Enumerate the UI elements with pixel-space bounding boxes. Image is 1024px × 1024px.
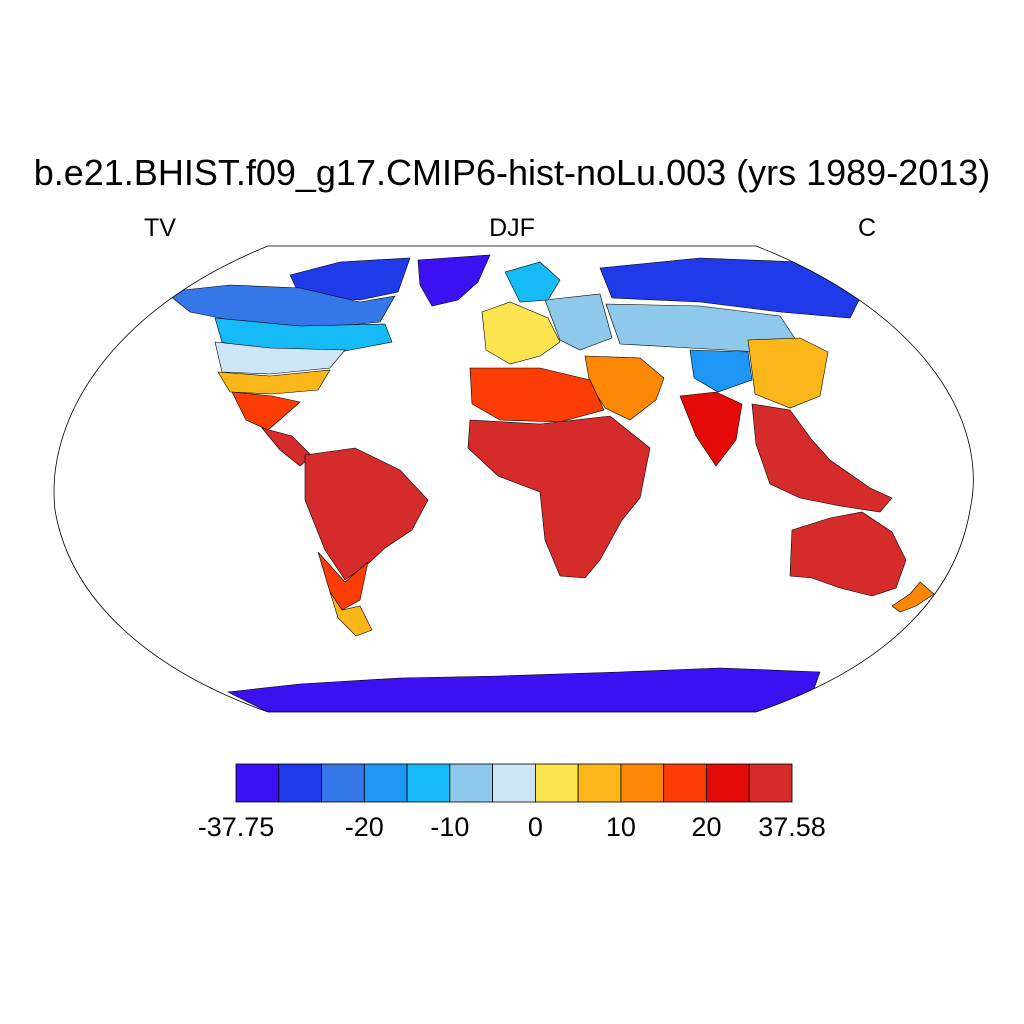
figure-title: b.e21.BHIST.f09_g17.CMIP6-hist-noLu.003 … [33, 152, 991, 193]
region-southeast-asia [751, 403, 893, 513]
colorbar-tick-label: -37.75 [197, 812, 275, 842]
colorbar-swatch [406, 763, 451, 803]
colorbar-tick-label: 10 [605, 812, 636, 842]
colorbar-swatch [235, 763, 280, 803]
region-tibetan-plateau [689, 349, 753, 393]
region-central-america [261, 427, 313, 467]
colorbar-tick-label: 37.58 [758, 812, 826, 842]
region-antarctica [226, 667, 821, 712]
region-mexico [231, 391, 301, 431]
region-australia [789, 511, 907, 597]
colorbar-tick-label: 0 [527, 812, 543, 842]
colorbar-labels: -37.75 -20 -10 0 10 20 37.58 [0, 812, 1024, 852]
region-greenland [417, 254, 491, 307]
colorbar-swatch [363, 763, 408, 803]
map-boundary [53, 245, 974, 713]
colorbar-swatch [748, 763, 793, 803]
colorbar-swatch [449, 763, 494, 803]
region-western-europe [481, 301, 561, 365]
colorbar-swatch [620, 763, 665, 803]
region-scandinavia [504, 261, 561, 303]
units-label: C [858, 214, 877, 242]
variable-label: TV [144, 214, 176, 242]
region-india [679, 391, 743, 467]
colorbar-swatch [492, 763, 536, 803]
colorbar-swatch [534, 763, 579, 803]
colorbar-swatch [321, 763, 365, 803]
colorbar-swatch [278, 763, 322, 803]
region-patagonia [329, 591, 373, 637]
region-southern-usa [217, 369, 331, 395]
colorbar-tick-label: -20 [344, 812, 384, 842]
region-north-africa [469, 367, 605, 423]
region-northern-canada [164, 284, 396, 329]
colorbar-tick-label: 20 [691, 812, 722, 842]
region-siberia [599, 257, 869, 319]
region-eastern-europe [544, 293, 613, 351]
land-layer [164, 254, 935, 712]
colorbar-swatch [706, 763, 750, 803]
colorbar-tick-label: -10 [430, 812, 470, 842]
colorbar-swatch [577, 763, 622, 803]
region-new-zealand [891, 581, 935, 613]
region-northern-usa [214, 341, 346, 375]
colorbar-swatch [663, 763, 707, 803]
region-sub-saharan-africa [467, 415, 651, 579]
region-south-america-north-central [304, 447, 429, 581]
colorbar [235, 763, 793, 803]
region-china [747, 337, 829, 409]
season-label: DJF [489, 214, 535, 242]
